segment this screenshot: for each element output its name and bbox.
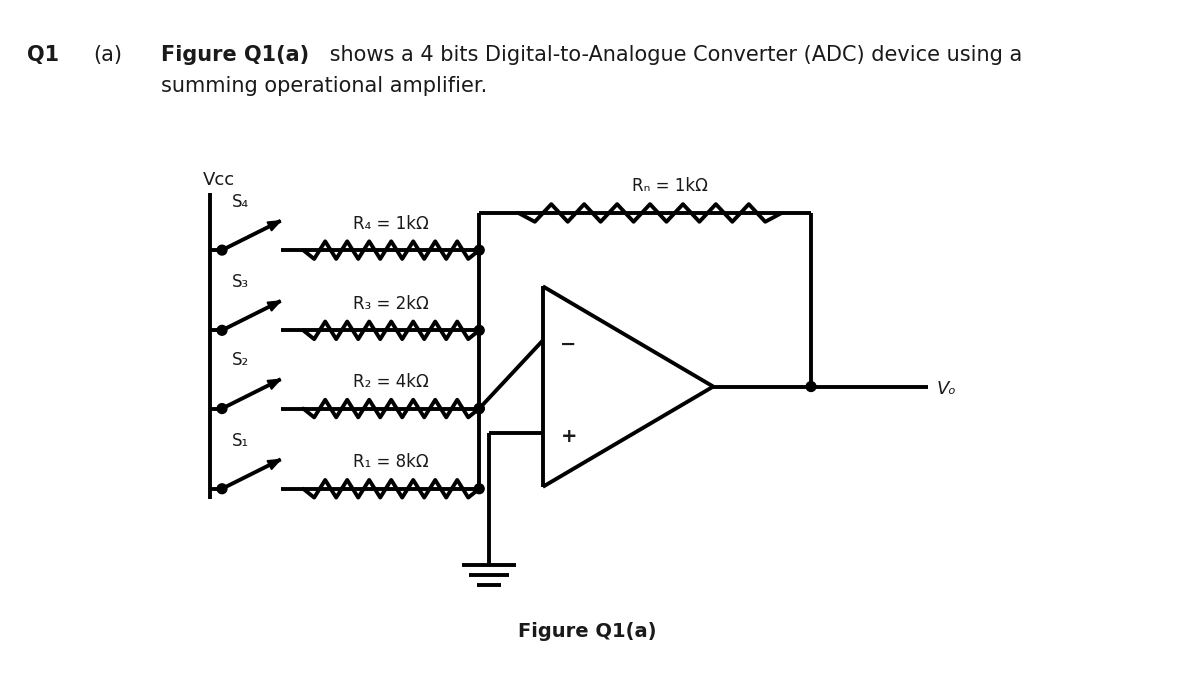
Text: summing operational amplifier.: summing operational amplifier.	[161, 76, 487, 96]
Text: shows a 4 bits Digital-to-Analogue Converter (ADC) device using a: shows a 4 bits Digital-to-Analogue Conve…	[323, 45, 1022, 65]
Circle shape	[474, 245, 484, 255]
Circle shape	[474, 325, 484, 336]
Text: S₂: S₂	[232, 351, 250, 369]
Polygon shape	[268, 220, 281, 231]
Text: R₂ = 4kΩ: R₂ = 4kΩ	[353, 373, 430, 391]
Text: −: −	[560, 335, 577, 354]
Text: S₃: S₃	[232, 274, 248, 291]
Text: R₁ = 8kΩ: R₁ = 8kΩ	[354, 453, 430, 471]
Circle shape	[474, 484, 484, 493]
Text: R₄ = 1kΩ: R₄ = 1kΩ	[353, 214, 430, 232]
Text: S₄: S₄	[232, 193, 248, 211]
Circle shape	[217, 484, 227, 493]
Text: (a): (a)	[92, 45, 122, 65]
Circle shape	[474, 404, 484, 413]
Circle shape	[806, 382, 816, 391]
Polygon shape	[268, 301, 281, 311]
Polygon shape	[268, 460, 281, 469]
Polygon shape	[268, 379, 281, 389]
Circle shape	[217, 404, 227, 413]
Circle shape	[217, 245, 227, 255]
Text: Vcc: Vcc	[203, 170, 234, 189]
Circle shape	[474, 404, 484, 413]
Text: R₃ = 2kΩ: R₃ = 2kΩ	[353, 295, 430, 313]
Text: Figure Q1(a): Figure Q1(a)	[517, 622, 656, 641]
Text: Vₒ: Vₒ	[936, 380, 956, 398]
Circle shape	[217, 325, 227, 336]
Text: Q1: Q1	[28, 45, 60, 65]
Text: +: +	[560, 427, 577, 446]
Text: Rₙ = 1kΩ: Rₙ = 1kΩ	[631, 177, 708, 196]
Text: Figure Q1(a): Figure Q1(a)	[161, 45, 310, 65]
Text: S₁: S₁	[232, 431, 248, 450]
